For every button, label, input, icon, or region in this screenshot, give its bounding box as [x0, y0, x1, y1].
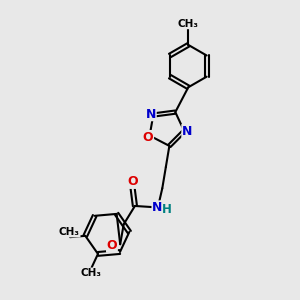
Text: CH₃: CH₃: [178, 19, 199, 29]
Text: N: N: [152, 201, 163, 214]
Text: O: O: [143, 130, 154, 144]
Text: O: O: [127, 175, 138, 188]
Text: O: O: [106, 239, 117, 252]
Text: CH₃: CH₃: [80, 268, 101, 278]
Text: H: H: [162, 203, 172, 216]
Text: CH₃: CH₃: [59, 227, 80, 237]
Text: N: N: [146, 108, 156, 121]
Text: N: N: [182, 124, 192, 138]
